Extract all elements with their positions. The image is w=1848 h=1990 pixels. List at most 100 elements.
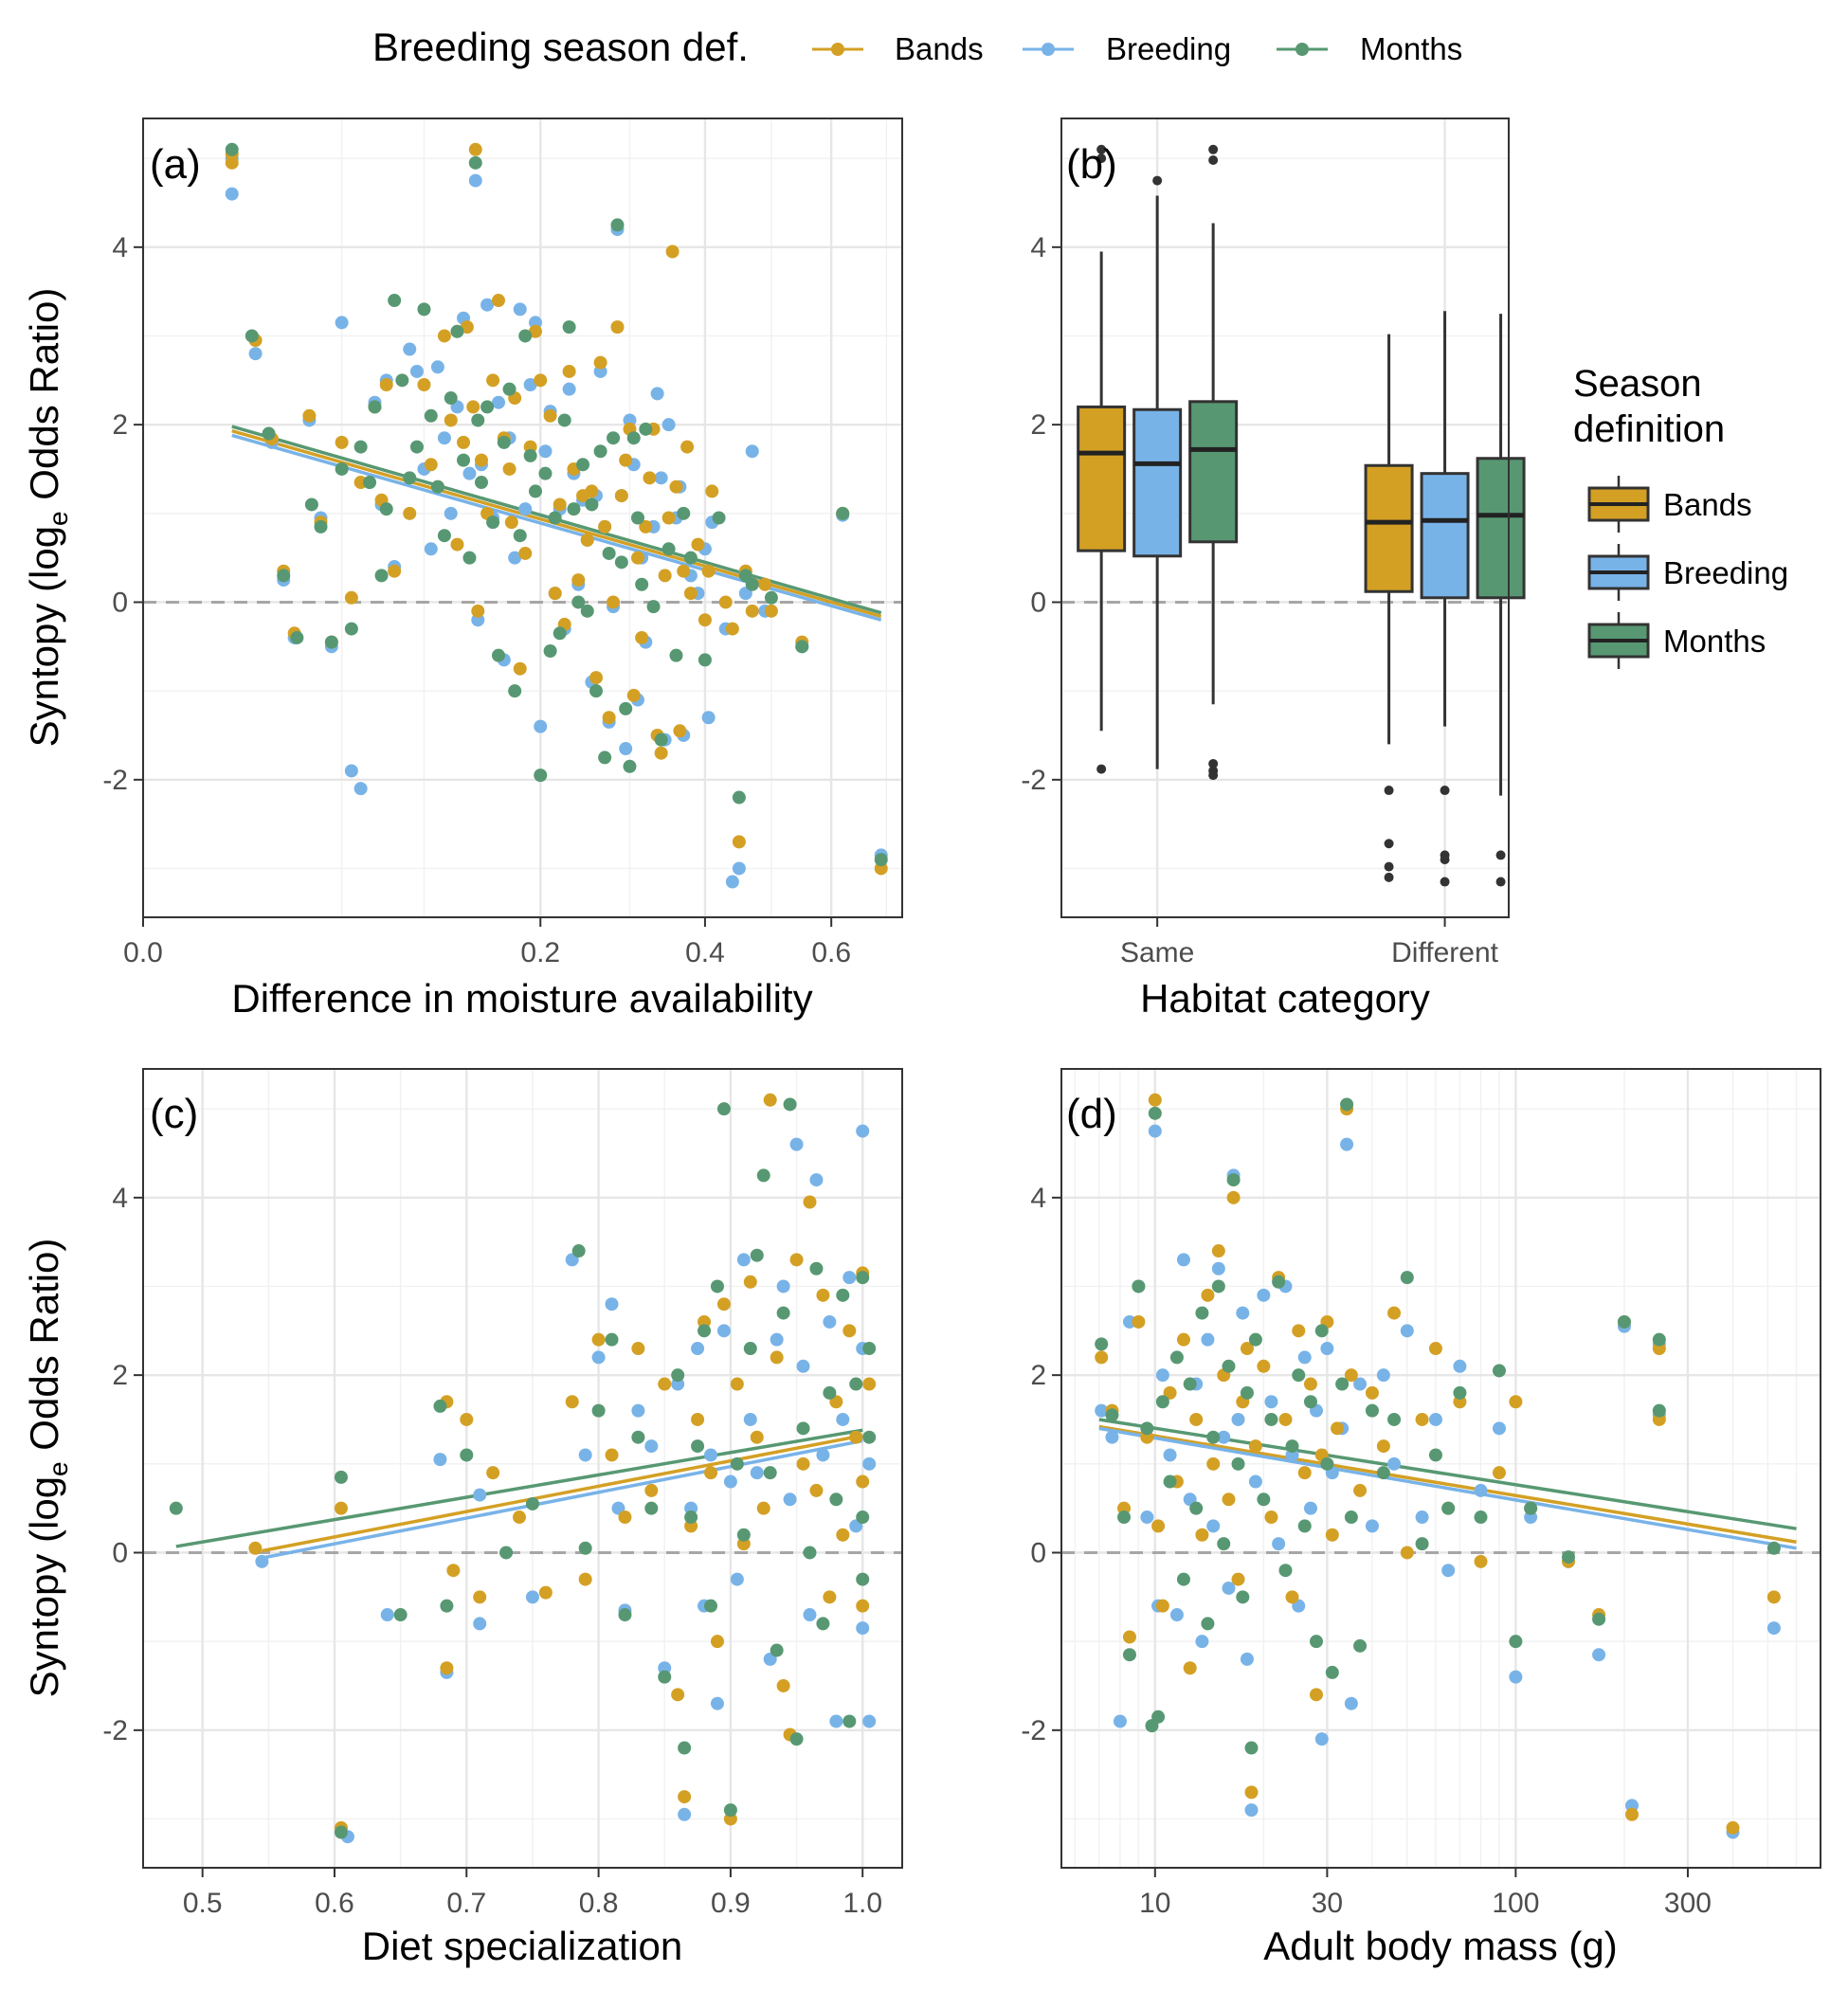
panel-d-point-months — [1285, 1439, 1299, 1454]
panel-d-point-months — [1244, 1741, 1259, 1755]
panel-d-point-breeding — [1272, 1537, 1286, 1551]
panel-a-point-months — [409, 440, 424, 454]
panel-c-point-months — [730, 1456, 744, 1471]
panel-a-point-breeding — [468, 173, 482, 188]
panel-a-point-breeding — [518, 502, 533, 516]
panel-c-point-breeding — [678, 1807, 692, 1821]
panel-c-xtick-label: 0.5 — [183, 1888, 223, 1919]
panel-c-point-months — [684, 1511, 698, 1525]
panel-d-point-bands — [1240, 1342, 1254, 1356]
panel-a-point-months — [607, 431, 621, 445]
panel-c-point-breeding — [473, 1617, 487, 1631]
panel-a-point-months — [874, 853, 888, 867]
panel-c-point-months — [591, 1403, 606, 1418]
panel-d-point-months — [1201, 1617, 1215, 1631]
panel-d-point-breeding — [1376, 1368, 1390, 1383]
panel-a-point-months — [557, 413, 571, 427]
panel-d-point-months — [1509, 1635, 1523, 1649]
panel-a-point-months — [468, 155, 482, 170]
panel-a-point-bands — [474, 453, 488, 467]
panel-c-point-bands — [565, 1395, 579, 1409]
panel-c-point-breeding — [255, 1554, 269, 1568]
panel-b-ytick-label: -2 — [1021, 765, 1046, 796]
panel-d-point-months — [1169, 1350, 1184, 1365]
panel-c-point-breeding — [644, 1439, 659, 1454]
panel-c-point-months — [856, 1572, 870, 1586]
panel-a-point-bands — [725, 622, 739, 636]
panel-a-ytick-label: 0 — [112, 587, 128, 618]
panel-a-point-breeding — [661, 418, 676, 432]
panel-d-ytick-label: 0 — [1030, 1537, 1046, 1568]
panel-a-point-months — [344, 622, 358, 636]
panel-d-point-months — [1163, 1474, 1177, 1489]
panel-d-point-bands — [1303, 1377, 1317, 1391]
panel-a-point-bands — [504, 516, 518, 530]
panel-d-point-breeding — [1140, 1511, 1154, 1525]
top-legend-label-breeding: Breeding — [1106, 31, 1231, 66]
panel-c-point-months — [842, 1714, 857, 1728]
side-legend-label-months: Months — [1663, 624, 1766, 659]
panel-d-point-months — [1148, 1106, 1162, 1120]
panel-a-point-bands — [424, 458, 438, 472]
top-legend-item-breeding: Breeding — [1023, 31, 1231, 66]
panel-d-point-bands — [1183, 1661, 1197, 1675]
panel-a-point-months — [388, 294, 402, 308]
panel-d-point-breeding — [1095, 1403, 1109, 1418]
panel-d-point-months — [1257, 1492, 1271, 1507]
panel-d-point-breeding — [1113, 1714, 1127, 1728]
panel-d-point-bands — [1474, 1554, 1488, 1568]
panel-d-point-months — [1195, 1306, 1209, 1320]
panel-d-point-breeding — [1415, 1511, 1429, 1525]
panel-d-point-breeding — [1297, 1350, 1312, 1365]
panel-d-point-bands — [1222, 1492, 1236, 1507]
panel-c-point-bands — [460, 1412, 474, 1426]
panel-d-point-bands — [1353, 1483, 1368, 1497]
panel-a-point-breeding — [562, 382, 576, 396]
panel-a-point-bands — [598, 519, 612, 534]
panel-c-point-months — [750, 1248, 764, 1262]
panel-c-point-breeding — [789, 1137, 804, 1151]
panel-d-point-breeding — [1428, 1412, 1442, 1426]
panel-b-different-bands-outlier — [1384, 786, 1394, 796]
panel-d-point-months — [1217, 1537, 1231, 1551]
panel-a-point-breeding — [335, 316, 349, 330]
panel-d-point-months — [1652, 1332, 1666, 1347]
panel-c-point-bands — [618, 1511, 632, 1525]
panel-c-point-bands — [486, 1466, 500, 1480]
panel-d-point-bands — [1211, 1244, 1225, 1258]
panel-a-ytick-label: 2 — [112, 409, 128, 441]
panel-d-point-months — [1278, 1564, 1293, 1578]
panel-d: 10 30 100 300 -2 0 2 4 (d) Adult body mass (g) — [1021, 1068, 1821, 1968]
panel-c-point-months — [393, 1608, 408, 1622]
panel-d-xtick-label: 30 — [1312, 1888, 1343, 1919]
panel-a-point-bands — [471, 604, 485, 618]
panel-b-ytick-label: 2 — [1030, 409, 1046, 441]
panel-a-point-months — [683, 551, 698, 565]
top-legend-label-months: Months — [1360, 31, 1462, 66]
panel-a-point-bands — [468, 142, 482, 156]
panel-a-point-bands — [661, 511, 676, 525]
panel-a-point-months — [576, 458, 590, 472]
panel-b-different-breeding-box — [1420, 472, 1470, 600]
side-legend: Season definition Bands Breeding Months — [1573, 363, 1788, 669]
panel-d-point-months — [1441, 1501, 1456, 1515]
panel-a-point-bands — [614, 489, 628, 503]
panel-a-point-months — [424, 408, 438, 423]
panel-c-point-months — [460, 1448, 474, 1462]
panel-c-point-bands — [776, 1678, 790, 1692]
panel-a-point-months — [491, 648, 505, 662]
panel-a-point-months — [698, 653, 712, 667]
panel-a-point-bands — [607, 595, 621, 609]
panel-c-point-breeding — [823, 1314, 837, 1329]
panel-a-point-months — [304, 498, 318, 512]
panel-a-point-breeding — [619, 742, 633, 756]
panel-d-point-breeding — [1217, 1430, 1231, 1444]
top-legend-title: Breeding season def. — [372, 25, 749, 69]
panel-d-point-months — [1105, 1408, 1119, 1422]
panel-a-point-bands — [680, 440, 695, 454]
panel-a-point-bands — [698, 613, 712, 627]
panel-a-point-months — [580, 604, 594, 618]
panel-b-same-months-outlier — [1208, 758, 1219, 769]
panel-a-point-bands — [589, 671, 604, 685]
panel-a-point-breeding — [508, 551, 522, 565]
